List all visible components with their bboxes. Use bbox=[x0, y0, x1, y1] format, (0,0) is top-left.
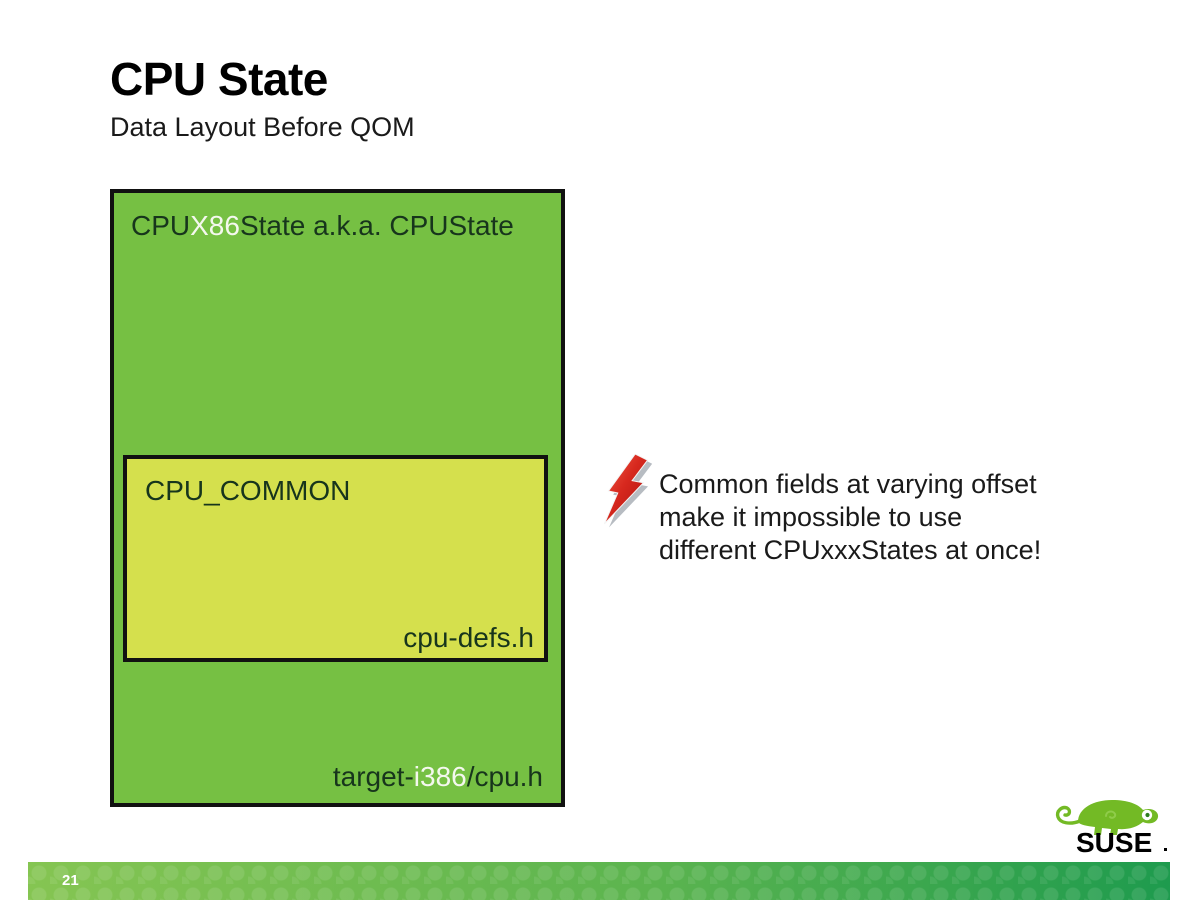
suse-chameleon-icon bbox=[1055, 800, 1159, 835]
callout-text: Common fields at varying offset make it … bbox=[659, 468, 1041, 567]
page-number: 21 bbox=[62, 872, 79, 889]
outer-label-prefix: CPU bbox=[131, 210, 191, 241]
outer-file-suffix: /cpu.h bbox=[466, 761, 543, 792]
suse-logo: SUSE bbox=[1055, 800, 1167, 856]
outer-label-highlight: X86 bbox=[190, 210, 240, 241]
cpu-common-box: CPU_COMMON cpu-defs.h bbox=[123, 455, 548, 662]
outer-label-suffix: State a.k.a. CPUState bbox=[239, 210, 514, 241]
page-title: CPU State bbox=[110, 53, 328, 105]
callout-line: different CPUxxxStates at once! bbox=[659, 535, 1042, 565]
outer-file-highlight: i386 bbox=[413, 761, 467, 792]
callout-line: Common fields at varying offset bbox=[659, 469, 1037, 499]
suse-wordmark: SUSE bbox=[1076, 827, 1152, 856]
callout-line: make it impossible to use bbox=[659, 502, 963, 532]
outer-box-filename: target-i386/cpu.h bbox=[333, 761, 543, 793]
footer-bar: 21 bbox=[28, 862, 1170, 900]
inner-box-label: CPU_COMMON bbox=[145, 475, 351, 506]
lightning-bolt-icon bbox=[603, 454, 653, 528]
outer-box-label: CPUX86State a.k.a. CPUState bbox=[131, 210, 514, 242]
cpu-x86-state-box: CPUX86State a.k.a. CPUState CPU_COMMON c… bbox=[110, 189, 565, 807]
outer-file-prefix: target- bbox=[332, 761, 414, 792]
inner-box-filename: cpu-defs.h bbox=[403, 622, 534, 653]
page-subtitle: Data Layout Before QOM bbox=[110, 112, 415, 142]
